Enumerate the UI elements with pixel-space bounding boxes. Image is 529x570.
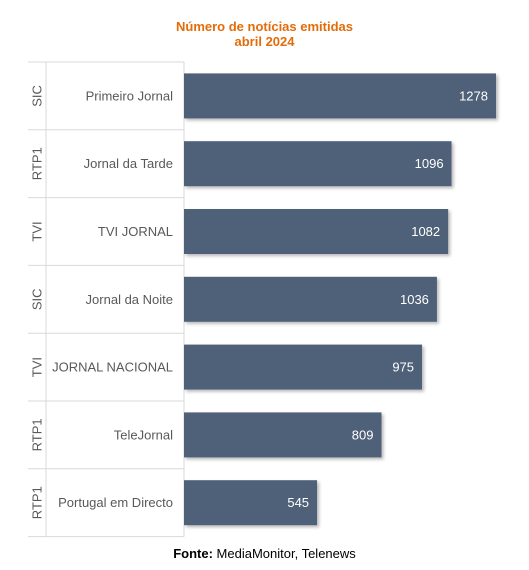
- bar-value-label: 809: [352, 427, 374, 442]
- category-label: Portugal em Directo: [58, 495, 173, 510]
- chart-title-block: Número de notícias emitidas abril 2024: [0, 19, 529, 49]
- category-label: Primeiro Jornal: [86, 88, 174, 103]
- bar: [184, 276, 437, 322]
- group-label: SIC: [30, 85, 45, 107]
- chart-title: Número de notícias emitidas: [176, 19, 353, 34]
- bar: [184, 209, 449, 254]
- group-label: RTP1: [30, 418, 45, 451]
- bar-value-label: 975: [392, 360, 414, 375]
- category-label: JORNAL NACIONAL: [52, 360, 173, 375]
- bar-value-label: 1096: [415, 156, 444, 171]
- chart-source: Fonte: MediaMonitor, Telenews: [0, 546, 529, 561]
- group-label: RTP1: [30, 486, 45, 519]
- bar-value-label: 1278: [459, 88, 488, 103]
- group-label: SIC: [30, 288, 45, 310]
- bar-value-label: 1036: [400, 292, 429, 307]
- bar: [184, 73, 496, 119]
- bar-value-label: 545: [287, 495, 309, 510]
- bar: [184, 480, 318, 526]
- group-label: RTP1: [30, 147, 45, 180]
- category-label: TVI JORNAL: [98, 224, 173, 239]
- bar: [184, 141, 452, 187]
- source-label: Fonte:: [173, 546, 213, 561]
- bar: [184, 344, 423, 390]
- category-label: TeleJornal: [114, 427, 173, 442]
- bar: [184, 412, 382, 458]
- group-label: TVI: [30, 221, 45, 241]
- chart-subtitle: abril 2024: [234, 34, 295, 49]
- bar-value-label: 1082: [411, 224, 440, 239]
- category-label: Jornal da Tarde: [84, 156, 173, 171]
- category-label: Jornal da Noite: [86, 292, 173, 307]
- source-text: MediaMonitor, Telenews: [212, 546, 356, 561]
- bar-chart: SIC Primeiro Jornal RTP1 Jornal da Tarde TVI…: [28, 61, 496, 538]
- group-label: TVI: [30, 357, 45, 377]
